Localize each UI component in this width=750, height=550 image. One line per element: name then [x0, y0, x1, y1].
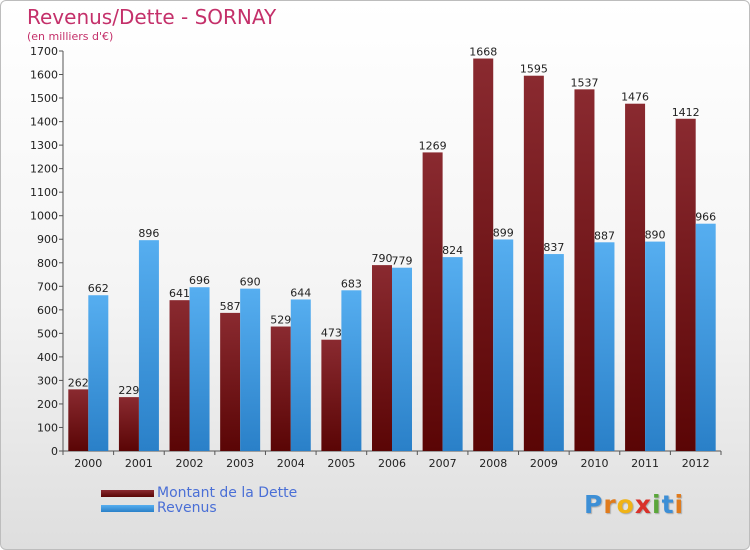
data-label-dette: 1595 — [520, 63, 548, 76]
data-label-revenus: 837 — [543, 241, 564, 254]
logo-letter: t — [661, 490, 675, 519]
logo-letter: x — [634, 490, 652, 519]
y-tick-label: 500 — [37, 327, 58, 340]
y-tick-label: 600 — [37, 304, 58, 317]
bar-dette — [118, 397, 139, 451]
y-tick-label: 1400 — [30, 116, 58, 129]
y-tick-label: 1700 — [30, 45, 58, 58]
data-label-revenus: 966 — [695, 211, 716, 224]
bar-dette — [625, 103, 646, 452]
data-label-dette: 529 — [270, 314, 291, 327]
bar-dette — [422, 152, 443, 452]
x-tick-label: 2011 — [631, 457, 659, 470]
bar-revenus — [442, 257, 463, 451]
legend-swatch-dette — [101, 490, 154, 497]
y-tick-label: 900 — [37, 233, 58, 246]
data-label-dette: 1269 — [419, 139, 447, 152]
y-tick-label: 1000 — [30, 210, 58, 223]
bar-dette — [321, 339, 342, 451]
bar-dette — [169, 300, 190, 451]
logo-letter: i — [674, 490, 685, 519]
logo-letter: o — [616, 490, 635, 519]
bar-revenus — [88, 295, 109, 451]
x-tick-label: 2012 — [682, 457, 710, 470]
logo-letter: P — [584, 490, 604, 519]
bar-revenus — [645, 241, 666, 451]
y-tick-label: 800 — [37, 257, 58, 270]
logo-letter: r — [603, 490, 617, 519]
x-tick-label: 2005 — [327, 457, 355, 470]
y-tick-label: 1200 — [30, 163, 58, 176]
data-label-revenus: 899 — [493, 226, 514, 239]
y-tick-label: 1500 — [30, 92, 58, 105]
data-label-revenus: 644 — [290, 286, 311, 299]
data-label-dette: 587 — [220, 300, 241, 313]
bar-dette — [68, 389, 89, 451]
data-label-revenus: 683 — [341, 277, 362, 290]
x-tick-label: 2001 — [125, 457, 153, 470]
data-label-revenus: 824 — [442, 244, 463, 257]
data-label-dette: 790 — [372, 252, 393, 265]
y-tick-label: 300 — [37, 374, 58, 387]
data-label-revenus: 690 — [240, 276, 261, 289]
y-tick-label: 100 — [37, 421, 58, 434]
data-label-dette: 1412 — [672, 106, 700, 119]
data-label-revenus: 896 — [138, 227, 159, 240]
data-label-revenus: 779 — [392, 255, 413, 268]
bar-revenus — [594, 242, 615, 451]
data-label-dette: 1476 — [621, 91, 649, 104]
x-tick-label: 2008 — [479, 457, 507, 470]
x-tick-label: 2004 — [277, 457, 305, 470]
data-label-revenus: 696 — [189, 274, 210, 287]
y-tick-label: 1100 — [30, 186, 58, 199]
x-tick-label: 2003 — [226, 457, 254, 470]
bar-revenus — [392, 267, 412, 451]
bar-revenus — [290, 299, 311, 451]
legend-label-revenus: Revenus — [157, 500, 217, 516]
y-tick-label: 700 — [37, 280, 58, 293]
x-tick-label: 2000 — [74, 457, 102, 470]
bar-dette — [270, 326, 291, 451]
data-label-dette: 1537 — [570, 76, 598, 89]
bar-dette — [523, 75, 544, 452]
y-tick-label: 1600 — [30, 69, 58, 82]
x-tick-label: 2010 — [580, 457, 608, 470]
x-tick-label: 2006 — [378, 457, 406, 470]
data-label-revenus: 890 — [645, 229, 666, 242]
bar-revenus — [138, 240, 159, 451]
bar-revenus — [240, 288, 261, 451]
bar-dette — [574, 89, 595, 452]
bar-revenus — [493, 239, 514, 451]
y-tick-label: 1300 — [30, 139, 58, 152]
bar-dette — [220, 312, 241, 451]
legend-label-dette: Montant de la Dette — [157, 485, 298, 501]
data-label-dette: 641 — [169, 287, 190, 300]
data-label-revenus: 662 — [88, 282, 109, 295]
data-label-dette: 473 — [321, 327, 342, 340]
bar-dette — [473, 58, 494, 451]
legend-swatch-revenus — [101, 505, 154, 512]
data-label-dette: 229 — [118, 384, 139, 397]
data-label-dette: 262 — [68, 376, 89, 389]
bar-revenus — [189, 287, 210, 451]
x-tick-label: 2002 — [176, 457, 204, 470]
bar-revenus — [341, 290, 362, 451]
chart-title: Revenus/Dette - SORNAY — [27, 5, 277, 29]
data-label-dette: 1668 — [469, 46, 497, 59]
x-tick-label: 2007 — [429, 457, 457, 470]
y-tick-label: 0 — [51, 445, 58, 458]
bar-dette — [675, 118, 696, 451]
proxiti-logo: Proxiti — [584, 490, 684, 519]
y-tick-label: 400 — [37, 351, 58, 364]
bar-revenus — [543, 254, 564, 451]
x-tick-label: 2009 — [530, 457, 558, 470]
data-label-revenus: 887 — [594, 229, 615, 242]
logo-letter: i — [652, 490, 662, 519]
y-tick-label: 200 — [37, 398, 58, 411]
chart-subtitle: (en milliers d'€) — [27, 30, 114, 43]
bar-dette — [372, 265, 392, 451]
bar-revenus — [695, 223, 716, 451]
